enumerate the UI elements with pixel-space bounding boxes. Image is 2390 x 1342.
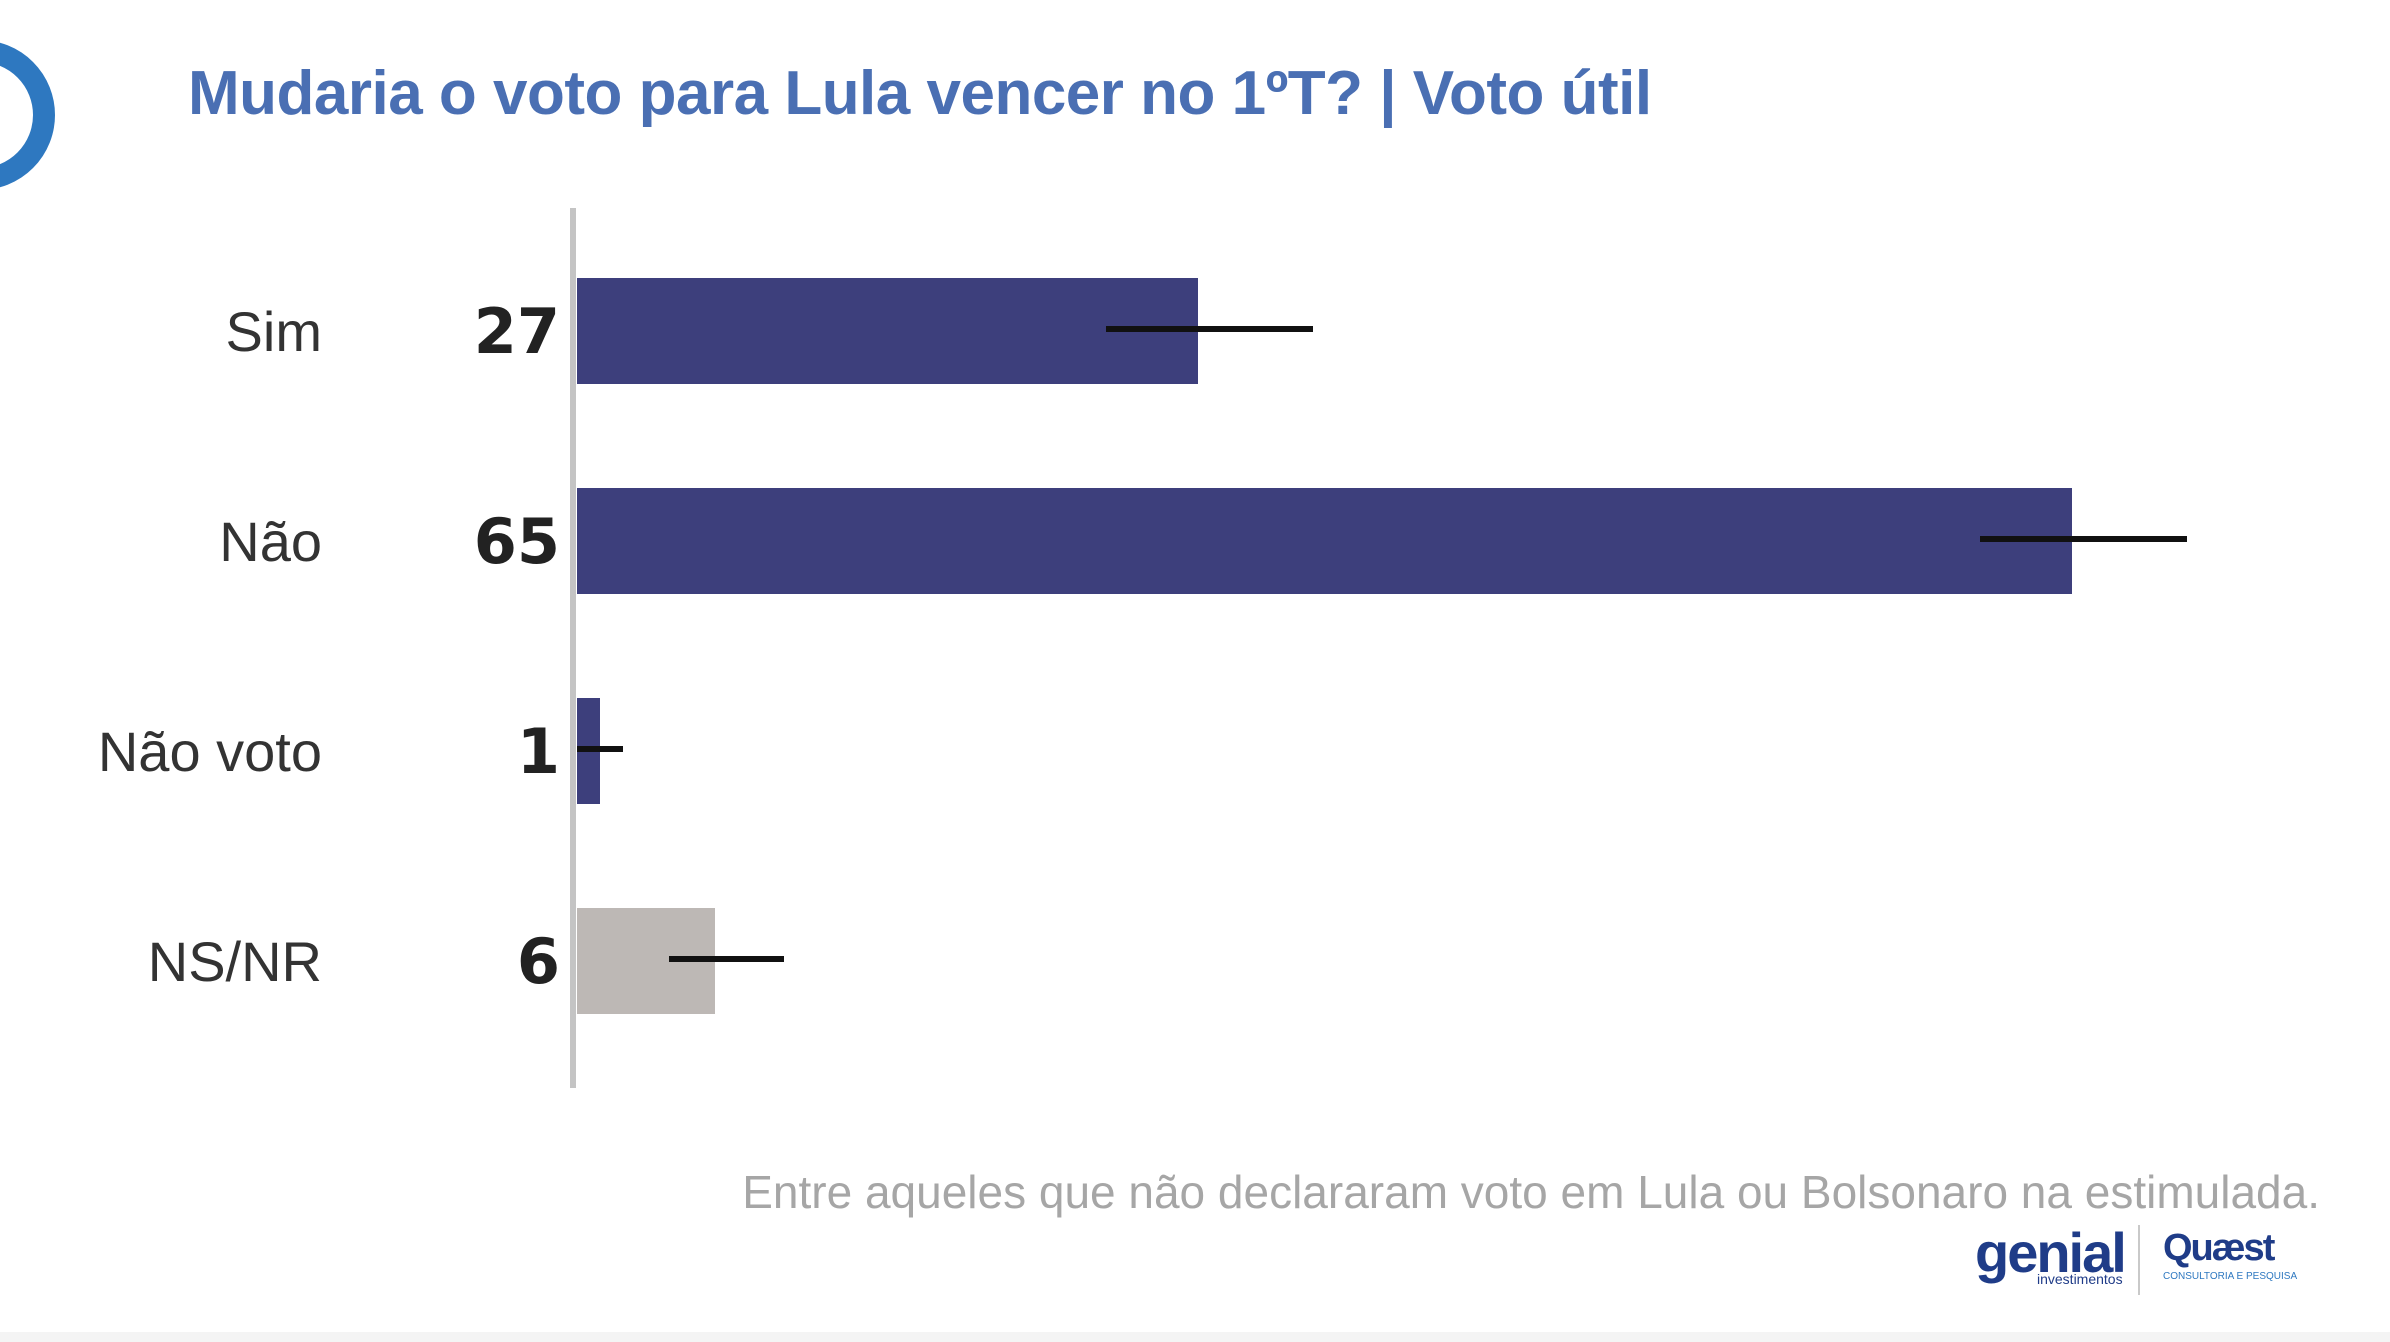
quaest-logo-subtitle: CONSULTORIA E PESQUISA [2163,1271,2298,1282]
genial-logo: genial [1975,1221,2127,1284]
sample-note: Entre aqueles que não declararam voto em… [742,1166,2320,1218]
genial-logo-subtitle: investimentos [2037,1271,2123,1287]
footer-strip [0,1332,2390,1342]
category-label-nao: Não [219,510,322,573]
category-label-sim: Sim [226,300,322,363]
value-label-ns-nr: 6 [517,925,560,998]
quaest-logo: Quæst [2163,1227,2275,1269]
sponsor-logos: genial investimentos Quæst CONSULTORIA E… [1975,1221,2298,1295]
category-label-ns-nr: NS/NR [148,930,322,993]
logo-divider [2138,1225,2140,1295]
bars-layer: Sim 27 Não 65 Não voto 1 NS/NR 6 [98,278,2187,1014]
value-label-nao: 65 [474,505,560,578]
bar-nao [577,488,2072,594]
category-label-nao-voto: Não voto [98,720,322,783]
page-title: Mudaria o voto para Lula vencer no 1ºT? … [188,59,1652,128]
value-label-sim: 27 [474,295,560,368]
value-label-nao-voto: 1 [517,715,560,788]
bar-sim [577,278,1198,384]
